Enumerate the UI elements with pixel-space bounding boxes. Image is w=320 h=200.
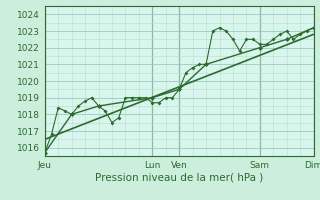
X-axis label: Pression niveau de la mer( hPa ): Pression niveau de la mer( hPa ) — [95, 173, 263, 183]
